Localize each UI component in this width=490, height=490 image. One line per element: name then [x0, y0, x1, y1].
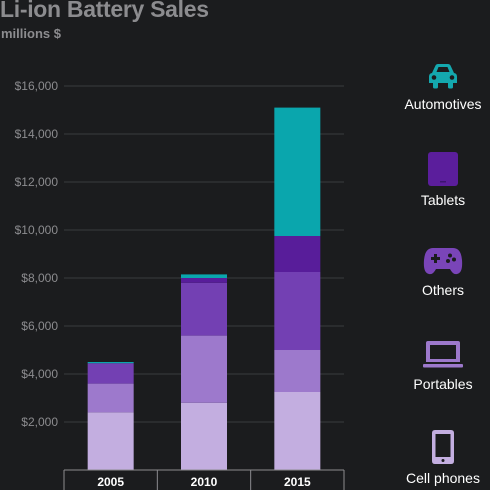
y-tick-label: $8,000 — [21, 271, 58, 285]
chart-title: Li-ion Battery Sales — [0, 0, 209, 22]
bar-segment — [274, 350, 321, 392]
bar-segment — [274, 236, 321, 272]
legend-label: Portables — [413, 376, 473, 392]
gamepad-icon — [423, 248, 463, 275]
bar-segment — [274, 392, 321, 470]
bar-segment — [87, 363, 134, 384]
legend-label: Others — [421, 282, 464, 298]
bars — [87, 107, 321, 470]
legend-item-tablets: Tablets — [388, 152, 490, 208]
bar-segment — [274, 107, 321, 236]
y-tick-label: $6,000 — [21, 319, 58, 333]
bar-segment — [181, 274, 227, 278]
legend-label: Tablets — [420, 192, 466, 208]
bar-segment — [87, 383, 134, 413]
bar-segment — [87, 412, 134, 470]
bar-segment — [87, 362, 134, 364]
legend-item-cell-phones: Cell phones — [388, 430, 490, 486]
legend-item-portables: Portables — [388, 340, 490, 392]
legend-label: Cell phones — [406, 470, 480, 486]
x-tick-label: 2005 — [97, 475, 124, 489]
x-tick-label: 2015 — [284, 475, 311, 489]
y-tick-label: $2,000 — [21, 415, 58, 429]
y-tick-label: $10,000 — [15, 223, 59, 237]
y-tick-label: $16,000 — [15, 79, 59, 93]
bar-segment — [181, 278, 227, 283]
phone-icon — [432, 430, 454, 464]
axes: $2,000 $4,000 $6,000 $8,000 $10,000 $12,000 $1… — [15, 79, 345, 490]
legend-item-automotives: Automotives — [388, 62, 490, 112]
y-tick-label: $12,000 — [15, 175, 59, 189]
laptop-icon — [423, 341, 463, 368]
y-tick-label: $4,000 — [21, 367, 58, 381]
car-icon — [429, 64, 457, 89]
bar-segment — [181, 335, 227, 403]
legend-item-others: Others — [388, 246, 490, 298]
legend-label: Automotives — [404, 96, 482, 112]
x-tick-label: 2010 — [191, 475, 218, 489]
chart-subtitle: millions $ — [1, 26, 61, 41]
bar-segment — [274, 272, 321, 350]
bar-segment — [181, 402, 227, 470]
bar-segment — [181, 282, 227, 336]
tablet-icon — [428, 152, 458, 186]
y-tick-label: $14,000 — [15, 127, 59, 141]
